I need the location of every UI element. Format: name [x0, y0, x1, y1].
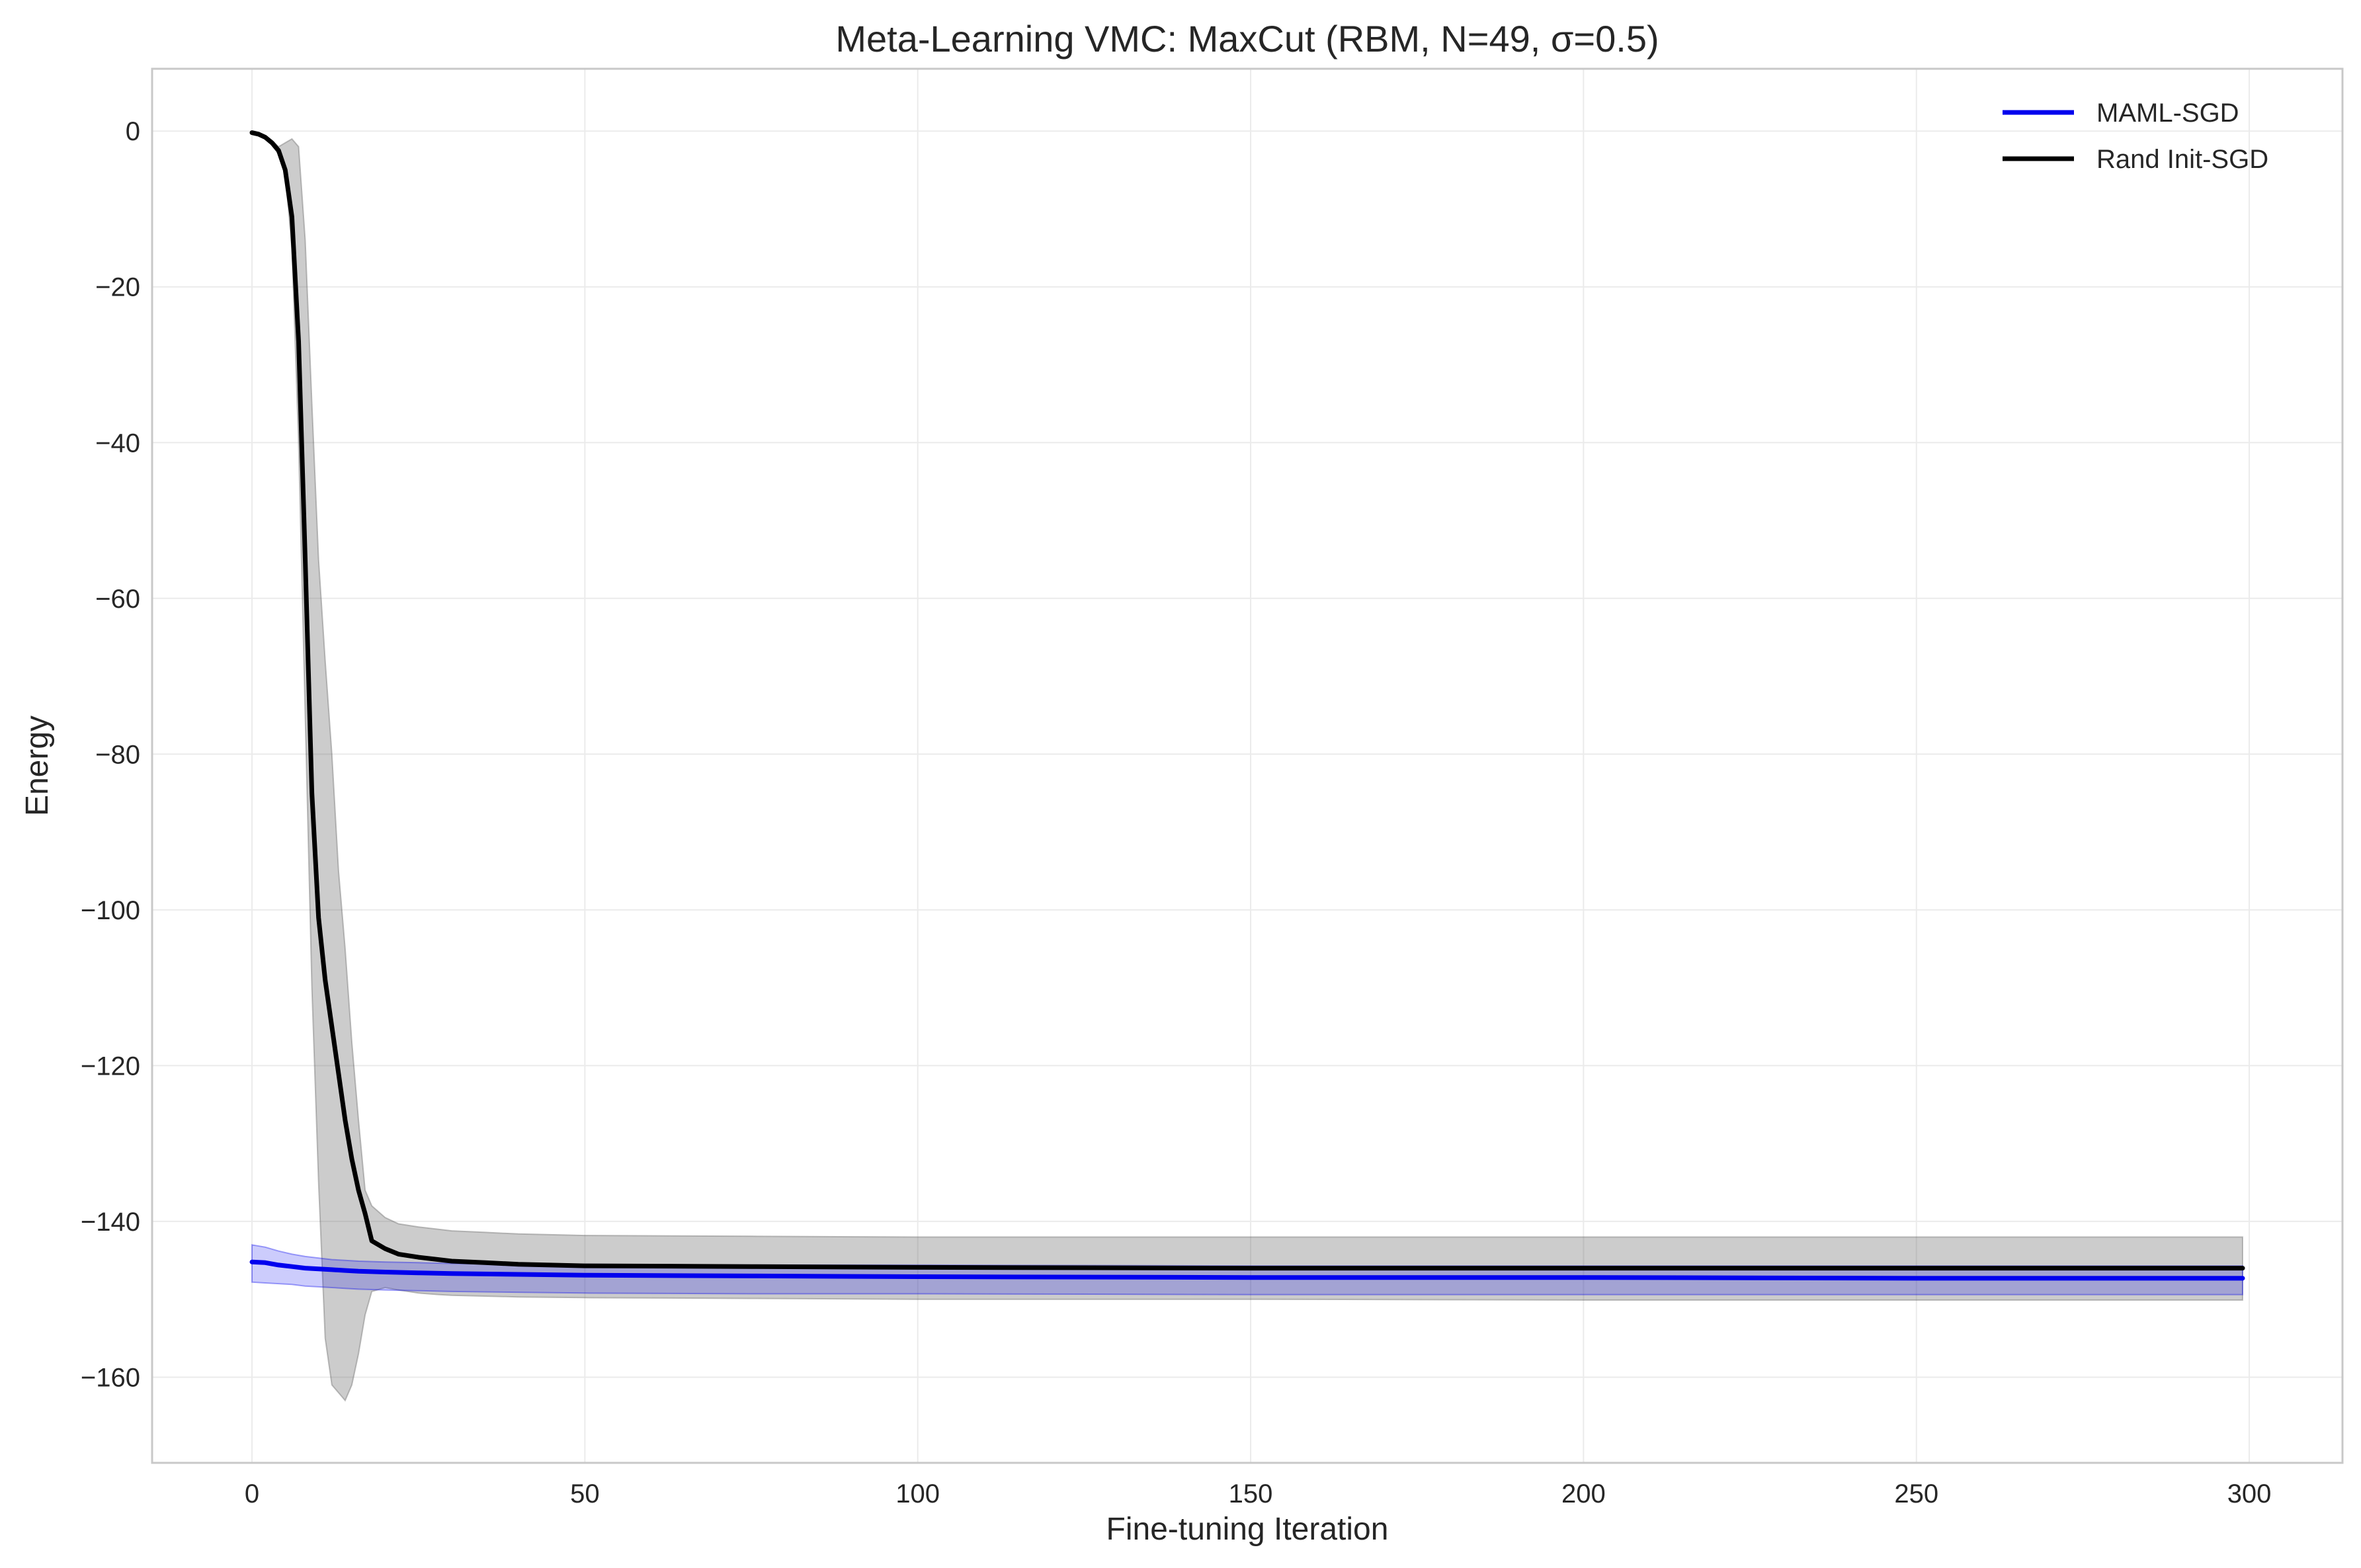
- grid: [152, 69, 2342, 1463]
- y-axis-label: Energy: [20, 716, 55, 816]
- x-tick-label: 300: [2227, 1479, 2272, 1508]
- y-ticks: 0 −20 −40 −60 −80 −100 −120 −140 −160: [81, 117, 140, 1392]
- plot-frame: [151, 67, 2344, 1464]
- y-tick-label: −80: [95, 740, 140, 769]
- line-rand-init-sgd: [249, 130, 2245, 1271]
- x-axis-label: Fine-tuning Iteration: [1106, 1512, 1389, 1547]
- y-tick-label: −140: [81, 1208, 140, 1237]
- y-tick-label: −120: [81, 1052, 140, 1081]
- legend: MAML-SGD Rand Init-SGD: [2003, 99, 2268, 174]
- y-tick-label: −160: [81, 1363, 140, 1392]
- x-tick-label: 200: [1561, 1479, 1606, 1508]
- x-tick-label: 250: [1894, 1479, 1938, 1508]
- line-maml-sgd: [249, 1259, 2245, 1281]
- legend-label-rand-init-sgd: Rand Init-SGD: [2096, 145, 2268, 174]
- x-tick-label: 0: [245, 1479, 259, 1508]
- y-tick-label: 0: [126, 117, 140, 146]
- y-tick-label: −60: [95, 585, 140, 614]
- plot-area: [152, 69, 2342, 1463]
- x-tick-label: 100: [895, 1479, 940, 1508]
- x-ticks: 0 50 100 150 200 250 300: [245, 1479, 2272, 1508]
- y-tick-label: −100: [81, 896, 140, 925]
- chart-title: Meta-Learning VMC: MaxCut (RBM, N=49, σ=…: [835, 18, 1659, 60]
- series-lines: [249, 130, 2245, 1281]
- y-tick-label: −20: [95, 273, 140, 302]
- x-tick-label: 50: [570, 1479, 600, 1508]
- x-tick-label: 150: [1229, 1479, 1273, 1508]
- y-tick-label: −40: [95, 429, 140, 458]
- legend-label-maml-sgd: MAML-SGD: [2096, 99, 2239, 128]
